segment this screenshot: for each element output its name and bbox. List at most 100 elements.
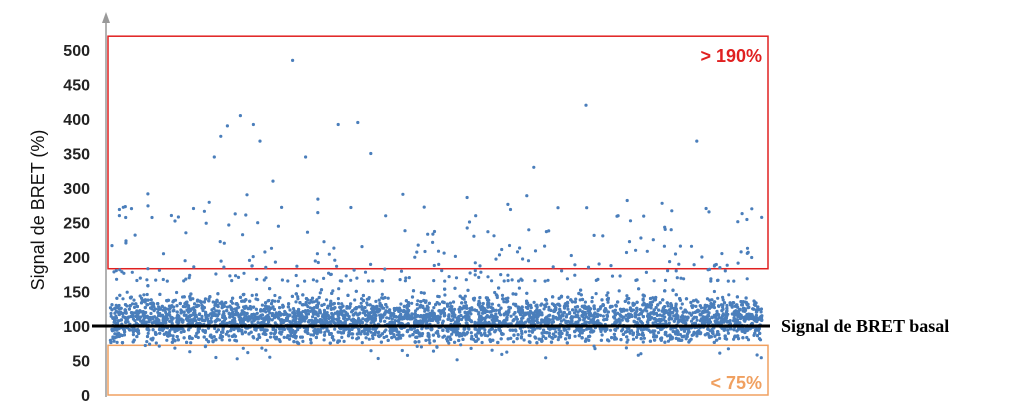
scatter-point [651, 321, 655, 325]
scatter-point [483, 328, 487, 332]
scatter-point [601, 303, 605, 307]
scatter-point [550, 302, 555, 306]
scatter-point [641, 340, 645, 344]
scatter-point [656, 303, 660, 307]
scatter-point [410, 301, 414, 305]
scatter-point [241, 299, 245, 303]
scatter-point [438, 317, 442, 321]
scatter-point [565, 341, 569, 345]
scatter-point [435, 330, 439, 334]
scatter-point [264, 310, 268, 314]
scatter-point [115, 340, 119, 344]
scatter-point [153, 307, 158, 311]
scatter-point [684, 337, 688, 341]
scatter-point [171, 337, 175, 341]
scatter-point [309, 309, 313, 313]
scatter-point [311, 315, 315, 319]
scatter-point [636, 332, 640, 337]
scatter-point [527, 329, 531, 333]
scatter-point [557, 328, 561, 332]
scatter-point [731, 301, 735, 305]
scatter-point [753, 331, 757, 335]
y-tick-label: 100 [63, 319, 90, 336]
scatter-point [319, 288, 324, 292]
scatter-point [554, 315, 558, 320]
scatter-point [703, 321, 707, 325]
scatter-point [758, 331, 762, 335]
scatter-point [451, 300, 456, 304]
y-tick-label: 50 [72, 354, 90, 371]
scatter-point [547, 317, 551, 322]
scatter-point [145, 292, 149, 297]
scatter-point [713, 334, 717, 338]
scatter-point [124, 318, 128, 322]
scatter-point [145, 340, 149, 344]
scatter-point [397, 330, 401, 334]
scatter-point [712, 340, 716, 344]
scatter-point [571, 308, 575, 312]
scatter-point [170, 321, 174, 326]
scatter-point [121, 315, 125, 319]
scatter-point [279, 319, 283, 323]
scatter-point [597, 322, 601, 326]
scatter-point [461, 315, 465, 319]
scatter-point [133, 319, 137, 323]
scatter-point [109, 340, 113, 345]
scatter-point [304, 300, 308, 305]
scatter-point [509, 314, 513, 318]
scatter-point [354, 289, 358, 293]
scatter-point [583, 300, 588, 304]
scatter-point [526, 306, 530, 310]
scatter-point [399, 312, 403, 316]
scatter-point [443, 313, 447, 317]
scatter-point [556, 302, 560, 306]
scatter-point [562, 305, 567, 309]
scatter-point [113, 306, 117, 310]
scatter-point [707, 311, 711, 315]
scatter-point [179, 308, 183, 312]
scatter-point [142, 293, 146, 297]
scatter-point [268, 311, 272, 315]
scatter-point [685, 318, 689, 322]
scatter-point [661, 314, 665, 318]
scatter-point [656, 331, 661, 335]
y-tick-label: 150 [63, 285, 90, 302]
scatter-point [278, 331, 282, 335]
scatter-point [694, 304, 698, 308]
scatter-point [340, 302, 344, 306]
scatter-point [547, 305, 551, 309]
scatter-point [727, 293, 731, 297]
scatter-point [377, 334, 381, 339]
scatter-point [110, 303, 114, 307]
scatter-point [513, 311, 517, 315]
scatter-point [497, 311, 501, 315]
scatter-point [180, 319, 184, 323]
scatter-point [204, 310, 208, 314]
scatter-point [319, 321, 323, 325]
scatter-point [523, 330, 528, 334]
scatter-point [707, 306, 712, 311]
scatter-point [109, 311, 113, 316]
scatter-point [716, 296, 720, 300]
scatter-point [453, 286, 457, 290]
y-tick-label: 300 [63, 181, 90, 198]
y-tick-label: 400 [63, 112, 90, 129]
scatter-point [600, 333, 604, 337]
scatter-point [690, 304, 694, 308]
scatter-point [506, 296, 510, 300]
scatter-point [264, 301, 268, 305]
scatter-point [228, 338, 232, 342]
scatter-point [745, 335, 749, 340]
scatter-point [453, 307, 457, 311]
y-tick-label: 500 [63, 43, 90, 60]
scatter-point [594, 292, 598, 296]
scatter-point [566, 295, 570, 299]
scatter-point [574, 313, 579, 318]
scatter-point [642, 336, 647, 340]
scatter-point [613, 321, 617, 325]
scatter-point [463, 294, 467, 298]
scatter-point [460, 317, 464, 322]
scatter-point [564, 315, 569, 319]
scatter-point [441, 335, 445, 339]
scatter-point [460, 301, 464, 305]
